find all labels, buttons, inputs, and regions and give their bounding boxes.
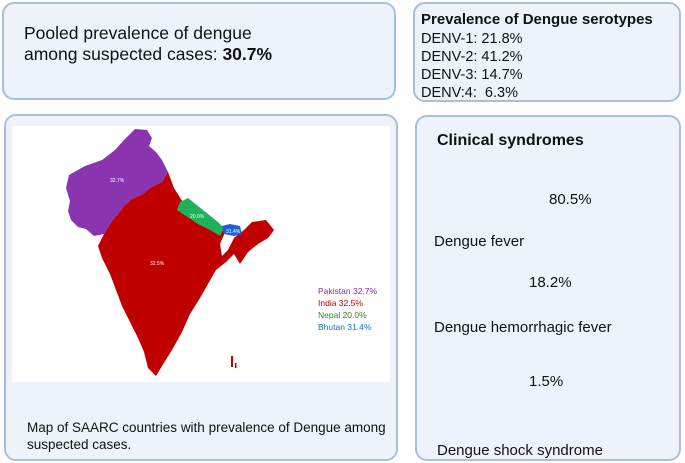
island-shape (235, 363, 237, 368)
bhutan-map-label: 31.4% (226, 229, 241, 235)
serotype-denv4: DENV:4: 6.3% (421, 85, 518, 101)
bhutan-region (222, 224, 242, 236)
serotype-box: Prevalence of Dengue serotypes DENV-1: 2… (413, 2, 681, 102)
dengue-fever-value: 80.5% (549, 191, 592, 208)
pakistan-map-label: 32.7% (110, 178, 125, 184)
india-map-label: 32.5% (150, 261, 165, 267)
dengue-shock-syndrome-value: 1.5% (529, 373, 564, 390)
pooled-line-1: Pooled prevalence of dengue (24, 23, 252, 43)
pooled-prevalence-box: Pooled prevalence of dengue among suspec… (2, 2, 396, 100)
map-caption: Map of SAARC countries with prevalence o… (27, 420, 386, 452)
india-region (98, 172, 274, 376)
clinical-syndromes-box: Clinical syndromes 80.5% Dengue fever 18… (415, 115, 681, 461)
map-box: 32.7% 32.5% 20.0% 31.4% Pakistan 32.7% I… (4, 114, 398, 461)
legend-bhutan: Bhutan 31.4% (318, 322, 372, 332)
legend-nepal: Nepal 20.0% (318, 310, 367, 320)
serotype-title: Prevalence of Dengue serotypes (421, 11, 653, 28)
dengue-fever-label: Dengue fever (434, 233, 525, 250)
pooled-line-2: among suspected cases: 30.7% (24, 44, 272, 65)
nepal-region (177, 198, 224, 236)
nepal-map-label: 20.0% (190, 214, 205, 220)
legend-india: India 32.5% (318, 298, 363, 308)
pooled-prevalence-text: Pooled prevalence of dengue among suspec… (24, 23, 272, 65)
dengue-hemorrhagic-fever-value: 18.2% (529, 274, 572, 291)
pooled-line-2-prefix: among suspected cases: (24, 44, 223, 64)
legend-pakistan: Pakistan 32.7% (318, 286, 378, 296)
clinical-title: Clinical syndromes (437, 132, 584, 149)
saarc-map: 32.7% 32.5% 20.0% 31.4% Pakistan 32.7% I… (66, 129, 378, 376)
serotype-denv2: DENV-2: 41.2% (421, 49, 523, 65)
island-shape (231, 356, 233, 367)
serotype-denv3: DENV-3: 14.7% (421, 67, 523, 83)
pakistan-region (66, 129, 168, 236)
dengue-shock-syndrome-label: Dengue shock syndrome (437, 442, 603, 459)
dengue-hemorrhagic-fever-label: Dengue hemorrhagic fever (434, 319, 612, 336)
pooled-value: 30.7% (222, 44, 273, 64)
serotype-denv1: DENV-1: 21.8% (421, 31, 523, 47)
map-panel: 32.7% 32.5% 20.0% 31.4% Pakistan 32.7% I… (12, 126, 390, 382)
